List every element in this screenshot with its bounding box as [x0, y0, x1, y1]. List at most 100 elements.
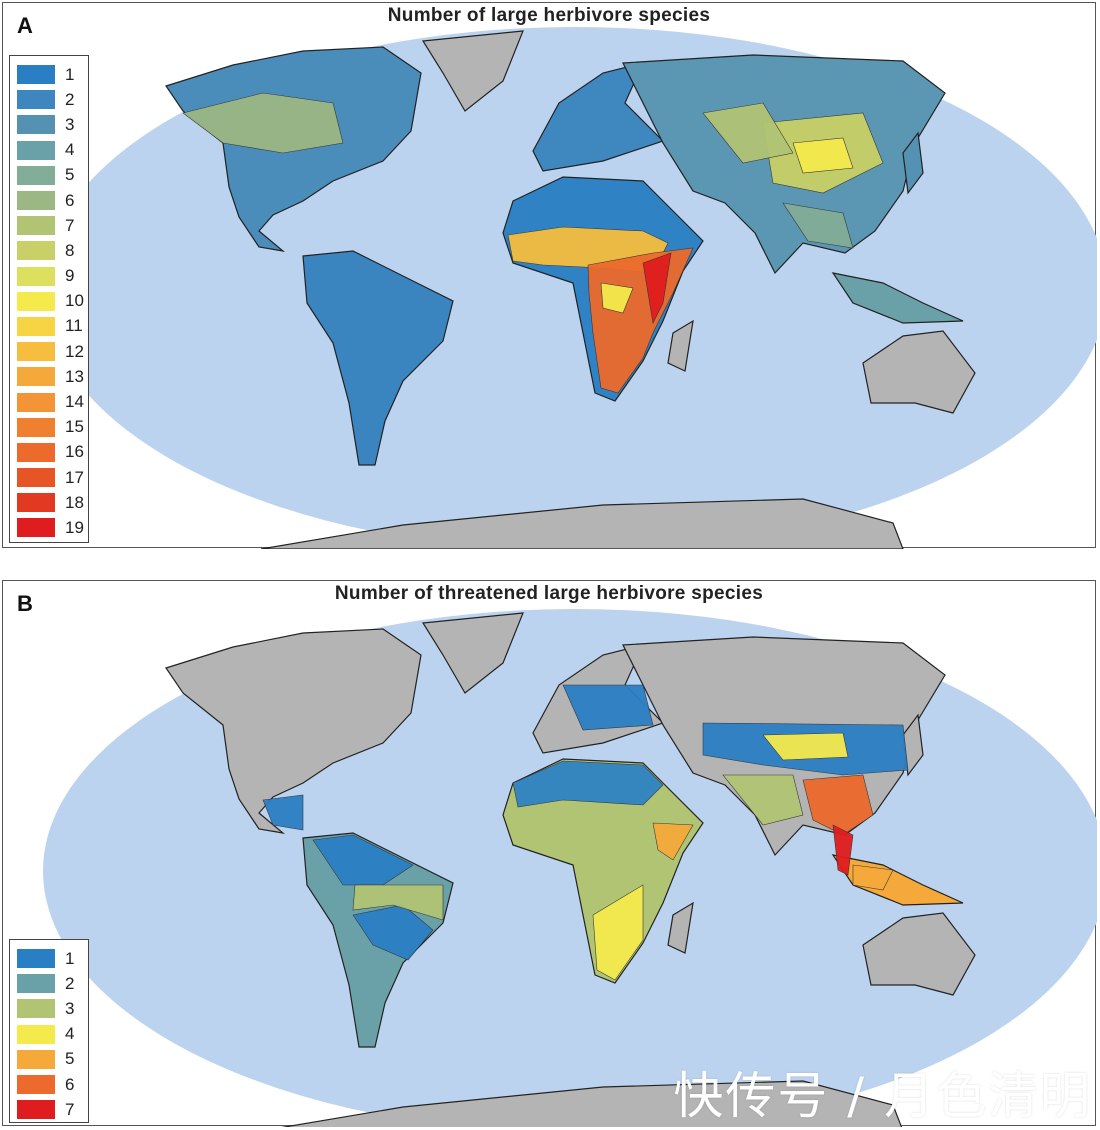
legend-label: 2: [65, 89, 75, 109]
legend-swatch: [17, 316, 55, 336]
species-region: [652, 822, 694, 861]
legend-item: 16: [10, 440, 88, 465]
legend-label: 4: [65, 140, 75, 160]
legend-label: 11: [65, 316, 83, 336]
land-antarctica: [260, 498, 904, 549]
legend-swatch: [17, 216, 55, 236]
legend-label: 5: [65, 1049, 75, 1069]
legend-item: 8: [10, 238, 88, 263]
land-japan: [902, 131, 924, 195]
legend-item: 2: [10, 971, 88, 996]
land-antarctica: [281, 1080, 903, 1127]
legend-label: 12: [65, 341, 84, 361]
legend-swatch: [17, 999, 55, 1019]
legend-swatch: [17, 367, 55, 387]
world-map-b: [43, 609, 1097, 1127]
land-madagascar: [667, 901, 694, 954]
legend-item: 3: [10, 996, 88, 1021]
legend-item: 4: [10, 1022, 88, 1047]
legend-item: 17: [10, 465, 88, 490]
legend-item: 18: [10, 490, 88, 515]
legend-swatch: [17, 1024, 55, 1044]
species-region: [562, 684, 654, 731]
land-europe: [532, 62, 665, 172]
species-region: [512, 760, 664, 808]
legend-label: 2: [65, 973, 75, 993]
legend-swatch: [17, 468, 55, 488]
panel-b: B Number of threatened large herbivore s…: [2, 580, 1097, 1127]
legend-label: 17: [65, 467, 84, 487]
legend-item: 7: [10, 1097, 88, 1122]
legend-item: 1: [10, 62, 88, 87]
land-northAmerica: [165, 628, 422, 834]
species-region: [587, 247, 694, 394]
species-region: [782, 202, 854, 249]
legend-label: 8: [65, 240, 75, 260]
species-region: [352, 904, 434, 961]
legend-swatch: [17, 342, 55, 362]
legend-item: 13: [10, 364, 88, 389]
legend-label: 9: [65, 266, 75, 286]
map-title: Number of large herbivore species: [387, 5, 711, 26]
legend-item: 3: [10, 112, 88, 137]
legend-swatch: [17, 1049, 55, 1069]
legend-a: 1 2 3 4 5 6 7 8 9 10 11 12 13 14 15 16 17 18 19: [9, 55, 89, 543]
legend-label: 10: [65, 291, 84, 311]
legend-swatch: [17, 115, 55, 135]
species-region: [702, 102, 794, 164]
legend-label: 13: [65, 366, 84, 386]
legend-swatch: [17, 417, 55, 437]
legend-b: 1 2 3 4 5 6 7: [9, 939, 89, 1123]
watermark: 快传号 / 月色清明: [673, 1067, 1092, 1125]
legend-swatch: [17, 241, 55, 261]
legend-swatch: [17, 1100, 55, 1120]
land-madagascar: [667, 319, 694, 372]
land-australia: [862, 912, 976, 996]
legend-label: 7: [65, 215, 75, 235]
legend-label: 1: [65, 64, 75, 84]
legend-label: 18: [65, 492, 84, 512]
species-region: [852, 864, 894, 891]
legend-swatch: [17, 165, 55, 185]
land-greenland: [421, 612, 524, 694]
species-region: [762, 732, 849, 761]
legend-label: 7: [65, 1099, 75, 1119]
legend-item: 7: [10, 213, 88, 238]
legend-item: 5: [10, 1047, 88, 1072]
land-greenland: [421, 30, 524, 112]
legend-swatch: [17, 392, 55, 412]
species-region: [832, 824, 854, 876]
legend-label: 4: [65, 1024, 75, 1044]
species-region: [592, 884, 644, 981]
legend-item: 19: [10, 515, 88, 540]
land-australia: [862, 330, 976, 414]
legend-label: 16: [65, 442, 84, 462]
legend-swatch: [17, 518, 55, 538]
land-southAmerica: [302, 250, 454, 466]
legend-item: 10: [10, 289, 88, 314]
legend-swatch: [17, 140, 55, 160]
legend-label: 14: [65, 392, 84, 412]
legend-swatch: [17, 1075, 55, 1095]
species-region: [642, 252, 672, 324]
legend-item: 6: [10, 1072, 88, 1097]
legend-label: 6: [65, 1074, 75, 1094]
legend-label: 6: [65, 190, 75, 210]
legend-item: 14: [10, 389, 88, 414]
legend-swatch: [17, 493, 55, 513]
legend-label: 19: [65, 517, 84, 537]
species-region: [312, 834, 414, 886]
species-region: [802, 774, 874, 836]
legend-swatch: [17, 90, 55, 110]
legend-item: 1: [10, 946, 88, 971]
land-indonesia: [831, 272, 964, 324]
species-region: [262, 794, 304, 831]
legend-item: 12: [10, 339, 88, 364]
legend-item: 4: [10, 138, 88, 163]
panel-letter: A: [17, 13, 33, 38]
legend-swatch: [17, 291, 55, 311]
legend-label: 15: [65, 417, 84, 437]
legend-item: 5: [10, 163, 88, 188]
species-region: [352, 884, 444, 921]
